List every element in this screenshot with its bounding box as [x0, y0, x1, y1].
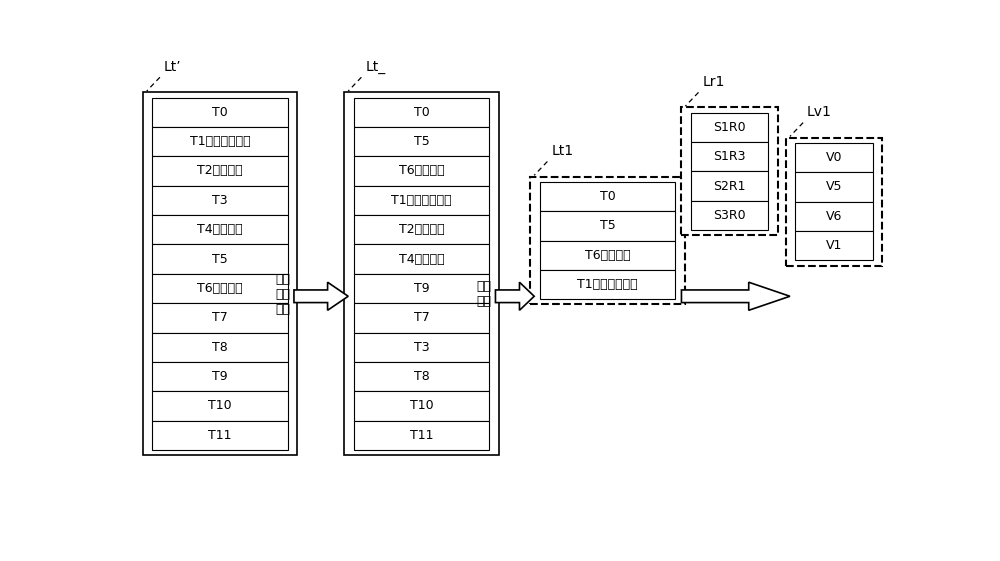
Text: Lt_: Lt_: [365, 60, 386, 74]
Text: T7: T7: [212, 311, 228, 324]
Text: T3: T3: [212, 194, 228, 207]
Bar: [354, 274, 489, 303]
Text: V6: V6: [826, 210, 842, 223]
Bar: [152, 274, 288, 303]
Text: T6（本体）: T6（本体）: [197, 282, 243, 295]
Text: T6（本体）: T6（本体）: [399, 164, 444, 177]
Text: T0: T0: [600, 190, 615, 203]
Text: T8: T8: [414, 370, 429, 383]
Text: T2（共享）: T2（共享）: [197, 164, 243, 177]
Polygon shape: [294, 282, 348, 310]
Bar: [143, 93, 297, 455]
Bar: [795, 201, 873, 231]
Text: T7: T7: [414, 311, 429, 324]
Bar: [152, 362, 288, 392]
Bar: [795, 143, 873, 172]
Text: S1R3: S1R3: [713, 150, 746, 163]
Bar: [691, 201, 768, 230]
Bar: [786, 138, 882, 265]
Text: Lr1: Lr1: [702, 75, 725, 89]
Bar: [795, 172, 873, 201]
Bar: [354, 392, 489, 421]
Text: V1: V1: [826, 239, 842, 252]
Bar: [152, 392, 288, 421]
Bar: [152, 215, 288, 245]
Text: Lv1: Lv1: [807, 105, 832, 119]
Bar: [540, 211, 675, 241]
Text: T10: T10: [208, 399, 232, 412]
Text: Lt’: Lt’: [164, 60, 181, 74]
Text: V5: V5: [826, 181, 842, 194]
Text: T5: T5: [414, 135, 429, 148]
Polygon shape: [681, 282, 790, 310]
Text: T2（共享）: T2（共享）: [399, 223, 444, 236]
Text: T4（焦点）: T4（焦点）: [399, 252, 444, 265]
Bar: [152, 421, 288, 450]
Bar: [344, 93, 499, 455]
Bar: [354, 333, 489, 362]
Text: T1（语音激励）: T1（语音激励）: [391, 194, 452, 207]
Bar: [152, 127, 288, 157]
Text: T5: T5: [600, 219, 615, 232]
Bar: [540, 182, 675, 211]
Bar: [354, 127, 489, 157]
Text: T11: T11: [208, 429, 232, 442]
Bar: [354, 157, 489, 186]
Text: Lt1: Lt1: [551, 144, 573, 158]
Text: T11: T11: [410, 429, 433, 442]
Text: T9: T9: [414, 282, 429, 295]
Bar: [530, 177, 685, 305]
Text: V0: V0: [826, 151, 842, 164]
Bar: [152, 303, 288, 333]
Text: T5: T5: [212, 252, 228, 265]
Bar: [354, 186, 489, 215]
Text: T10: T10: [410, 399, 433, 412]
Text: T1（语音激励）: T1（语音激励）: [577, 278, 638, 291]
Bar: [354, 421, 489, 450]
Bar: [354, 362, 489, 392]
Text: T0: T0: [414, 105, 429, 119]
Text: S3R0: S3R0: [713, 209, 746, 222]
Bar: [681, 108, 778, 236]
Bar: [354, 98, 489, 127]
Bar: [152, 333, 288, 362]
Text: T9: T9: [212, 370, 228, 383]
Bar: [354, 303, 489, 333]
Polygon shape: [495, 282, 534, 310]
Bar: [354, 215, 489, 245]
Text: S1R0: S1R0: [713, 121, 746, 134]
Bar: [540, 270, 675, 299]
Text: T8: T8: [212, 341, 228, 354]
Text: T6（本体）: T6（本体）: [585, 249, 630, 262]
Text: S2R1: S2R1: [713, 180, 746, 192]
Text: 根据
布局: 根据 布局: [477, 280, 492, 308]
Bar: [691, 113, 768, 142]
Bar: [795, 231, 873, 260]
Bar: [152, 157, 288, 186]
Text: 根据
视频
有否: 根据 视频 有否: [275, 273, 290, 316]
Bar: [540, 241, 675, 270]
Text: T1（语音激励）: T1（语音激励）: [190, 135, 250, 148]
Bar: [354, 245, 489, 274]
Bar: [152, 98, 288, 127]
Bar: [691, 172, 768, 201]
Text: T3: T3: [414, 341, 429, 354]
Bar: [691, 142, 768, 172]
Bar: [152, 186, 288, 215]
Text: T0: T0: [212, 105, 228, 119]
Text: T4（焦点）: T4（焦点）: [197, 223, 243, 236]
Bar: [152, 245, 288, 274]
